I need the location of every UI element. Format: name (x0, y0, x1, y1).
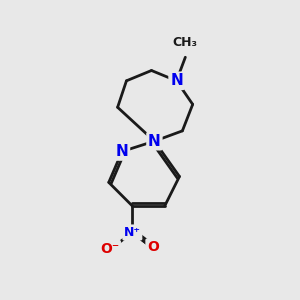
Text: CH₃: CH₃ (173, 36, 198, 49)
Text: N: N (116, 144, 128, 159)
Text: N: N (170, 73, 183, 88)
Text: O⁻: O⁻ (100, 242, 119, 256)
Text: N⁺: N⁺ (124, 226, 141, 239)
Text: N: N (148, 134, 161, 149)
Text: O: O (147, 240, 159, 254)
